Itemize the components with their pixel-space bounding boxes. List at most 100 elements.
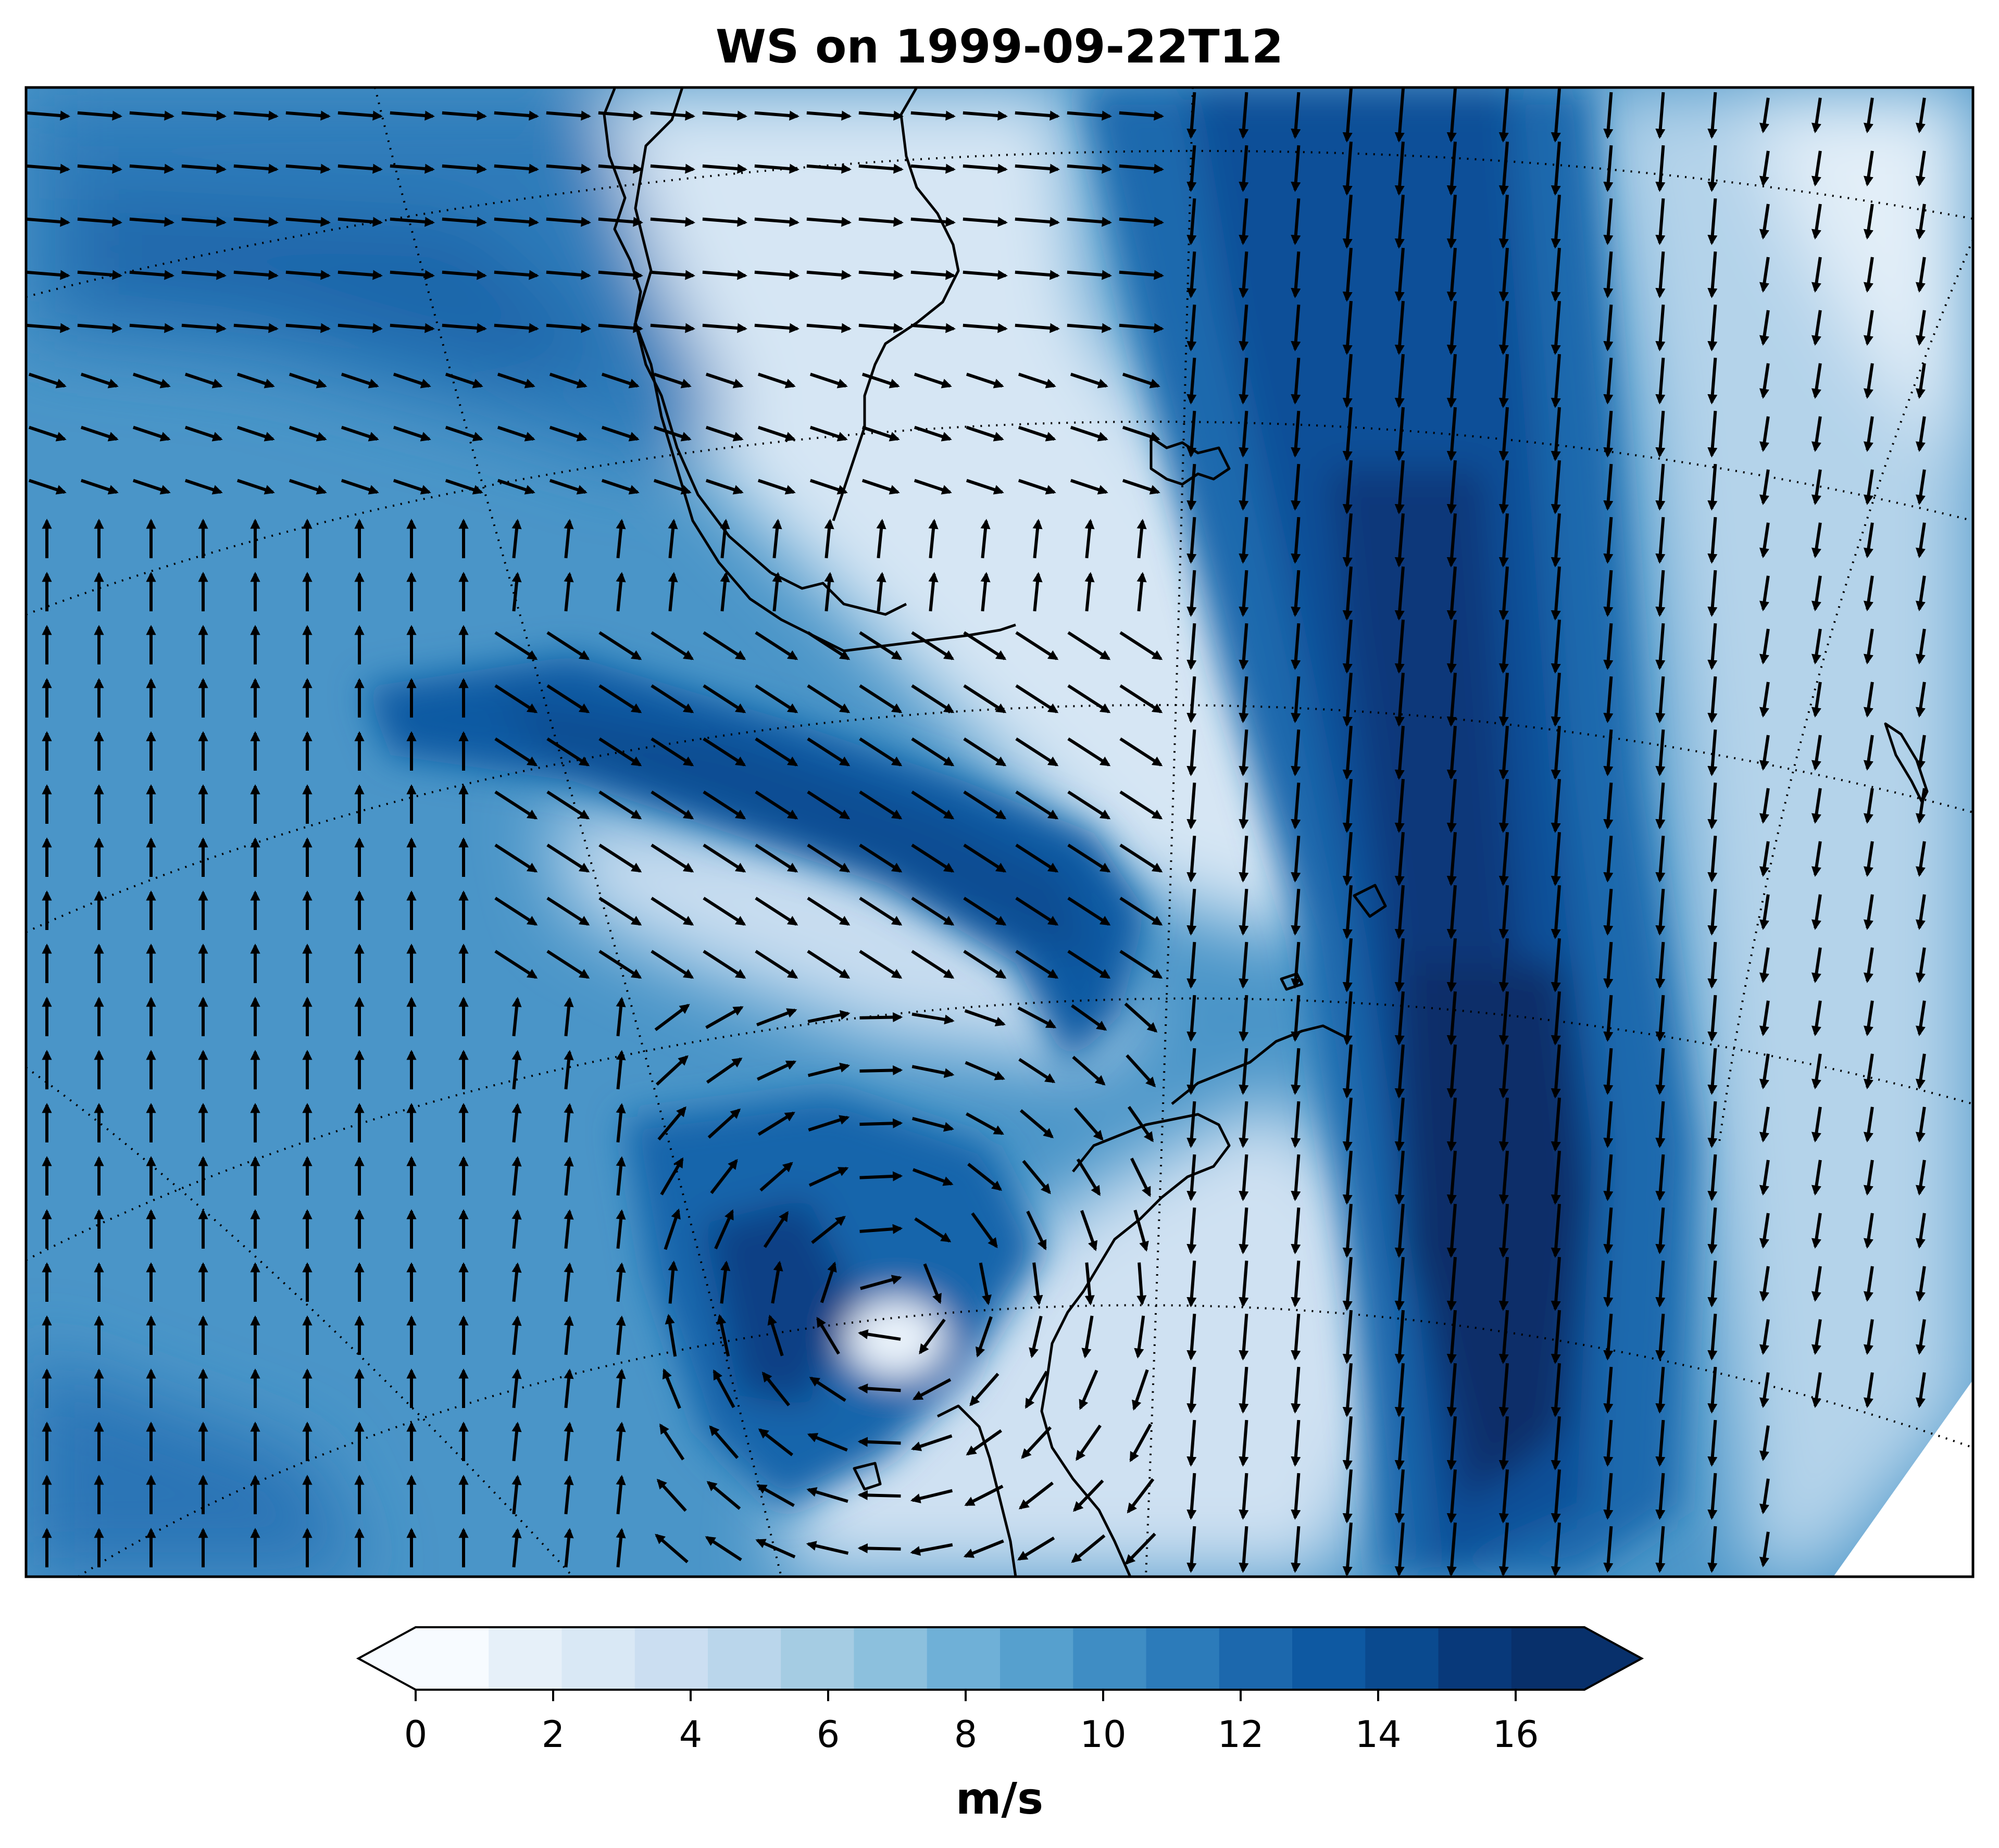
wind-vector-arrow (1186, 1366, 1197, 1414)
wind-vector-arrow (129, 110, 174, 121)
wind-vector-arrow (807, 737, 851, 766)
wind-vector-arrow (910, 1434, 953, 1451)
wind-vector-arrow (1446, 725, 1457, 780)
wind-vector-arrow (1342, 513, 1353, 568)
wind-vector-arrow (1551, 141, 1561, 196)
wind-vector-arrow (1291, 835, 1301, 883)
wind-vector-arrow (564, 1103, 574, 1143)
wind-vector-arrow (1394, 1203, 1405, 1258)
wind-vector-arrow (616, 1103, 626, 1143)
wind-vector-arrow (1239, 995, 1249, 1042)
wind-vector-arrow (859, 737, 903, 766)
wind-vector-arrow (1551, 566, 1561, 621)
wind-vector-arrow (1291, 1260, 1301, 1308)
wind-vector-arrow (1915, 735, 1926, 771)
wind-vector-arrow (1603, 1260, 1614, 1308)
wind-vector-arrow (1342, 725, 1353, 780)
wind-vector-arrow (1186, 941, 1197, 989)
wind-vector-arrow (1342, 566, 1353, 621)
wind-vector-arrow (763, 1211, 789, 1248)
wind-vector-arrow (807, 1433, 848, 1452)
wind-vector-arrow (650, 323, 695, 333)
wind-vector-arrow (651, 897, 694, 926)
wind-vector-arrow (1811, 894, 1822, 930)
wind-vector-arrow (861, 479, 900, 495)
wind-vector-arrow (1015, 790, 1059, 820)
wind-vector-arrow (1025, 1371, 1048, 1409)
wind-vector-arrow (912, 1168, 954, 1186)
colorbar-bin (708, 1627, 782, 1690)
wind-vector-arrow (1603, 92, 1614, 139)
wind-vector-arrow (1655, 888, 1666, 936)
wind-vector-arrow (963, 323, 1008, 333)
wind-vector-arrow (1915, 628, 1926, 664)
colorbar-bin (561, 1627, 635, 1690)
wind-vector-arrow (1759, 469, 1770, 505)
wind-vector-arrow (757, 479, 796, 495)
wind-vector-arrow (1239, 570, 1249, 617)
wind-vector-arrow (1342, 672, 1353, 727)
wind-vector-arrow (1342, 619, 1353, 674)
wind-vector-arrow (1603, 782, 1614, 829)
wind-vector-arrow (859, 684, 903, 713)
wind-vector-arrow (1759, 1319, 1770, 1355)
wind-vector-arrow (807, 1010, 851, 1023)
wind-vector-arrow (1551, 88, 1561, 143)
wind-vector-arrow (1394, 1150, 1405, 1205)
wind-vector-arrow (858, 323, 904, 333)
wind-vector-arrow (445, 425, 483, 442)
wind-vector-arrow (754, 164, 799, 174)
wind-vector-arrow (1127, 1478, 1155, 1514)
wind-vector-arrow (912, 1378, 952, 1401)
wind-vector-arrow (1291, 517, 1301, 564)
wind-vector-arrow (1124, 1002, 1158, 1033)
wind-vector-arrow (1342, 247, 1353, 302)
wind-vector-arrow (1186, 888, 1197, 936)
wind-vector-arrow (1134, 1315, 1145, 1359)
wind-vector-arrow (1239, 782, 1249, 829)
wind-vector-arrow (1446, 300, 1457, 355)
wind-vector-arrow (963, 684, 1007, 713)
wind-vector-arrow (1291, 463, 1301, 511)
wind-vector-arrow (1811, 1372, 1822, 1408)
wind-vector-arrow (1446, 1416, 1457, 1470)
wind-vector-arrow (1655, 1419, 1666, 1467)
wind-vector-arrow (820, 1261, 837, 1303)
wind-vector-arrow (755, 790, 798, 820)
wind-vector-arrow (1603, 835, 1614, 883)
wind-vector-arrow (1186, 145, 1197, 192)
wind-vector-arrow (616, 519, 626, 559)
wind-vector-arrow (859, 1171, 903, 1181)
wind-vector-arrow (77, 110, 122, 121)
wind-vector-arrow (1863, 788, 1874, 824)
wind-vector-arrow (654, 1003, 690, 1032)
wind-vector-arrow (755, 684, 798, 713)
wind-vector-arrow (1239, 198, 1249, 245)
wind-vector-arrow (1707, 357, 1718, 405)
wind-vector-arrow (236, 479, 275, 495)
wind-vector-arrow (1394, 1256, 1405, 1311)
wind-vector-arrow (1394, 725, 1405, 780)
wind-vector-arrow (1759, 1531, 1770, 1567)
wind-vector-arrow (911, 844, 955, 873)
wind-vector-arrow (706, 1057, 743, 1084)
wind-vector-arrow (1067, 950, 1111, 979)
wind-vector-arrow (1655, 251, 1666, 298)
wind-vector-arrow (806, 164, 852, 174)
wind-vector-arrow (1015, 217, 1060, 227)
wind-vector-arrow (1186, 1260, 1197, 1308)
wind-vector-arrow (1915, 947, 1926, 983)
wind-vector-arrow (1551, 991, 1561, 1046)
wind-vector-arrow (1446, 1097, 1457, 1152)
wind-vector-arrow (1498, 938, 1509, 992)
wind-vector-arrow (858, 110, 904, 121)
wind-vector-arrow (1915, 1053, 1926, 1089)
wind-vector-arrow (771, 1261, 783, 1304)
wind-vector-arrow (494, 631, 538, 660)
wind-vector-arrow (963, 164, 1008, 174)
wind-vector-arrow (494, 790, 538, 820)
wind-vector-arrow (236, 372, 275, 388)
wind-vector-arrow (1551, 354, 1561, 408)
wind-vector-arrow (650, 270, 695, 280)
wind-vector-arrow (1018, 425, 1056, 442)
